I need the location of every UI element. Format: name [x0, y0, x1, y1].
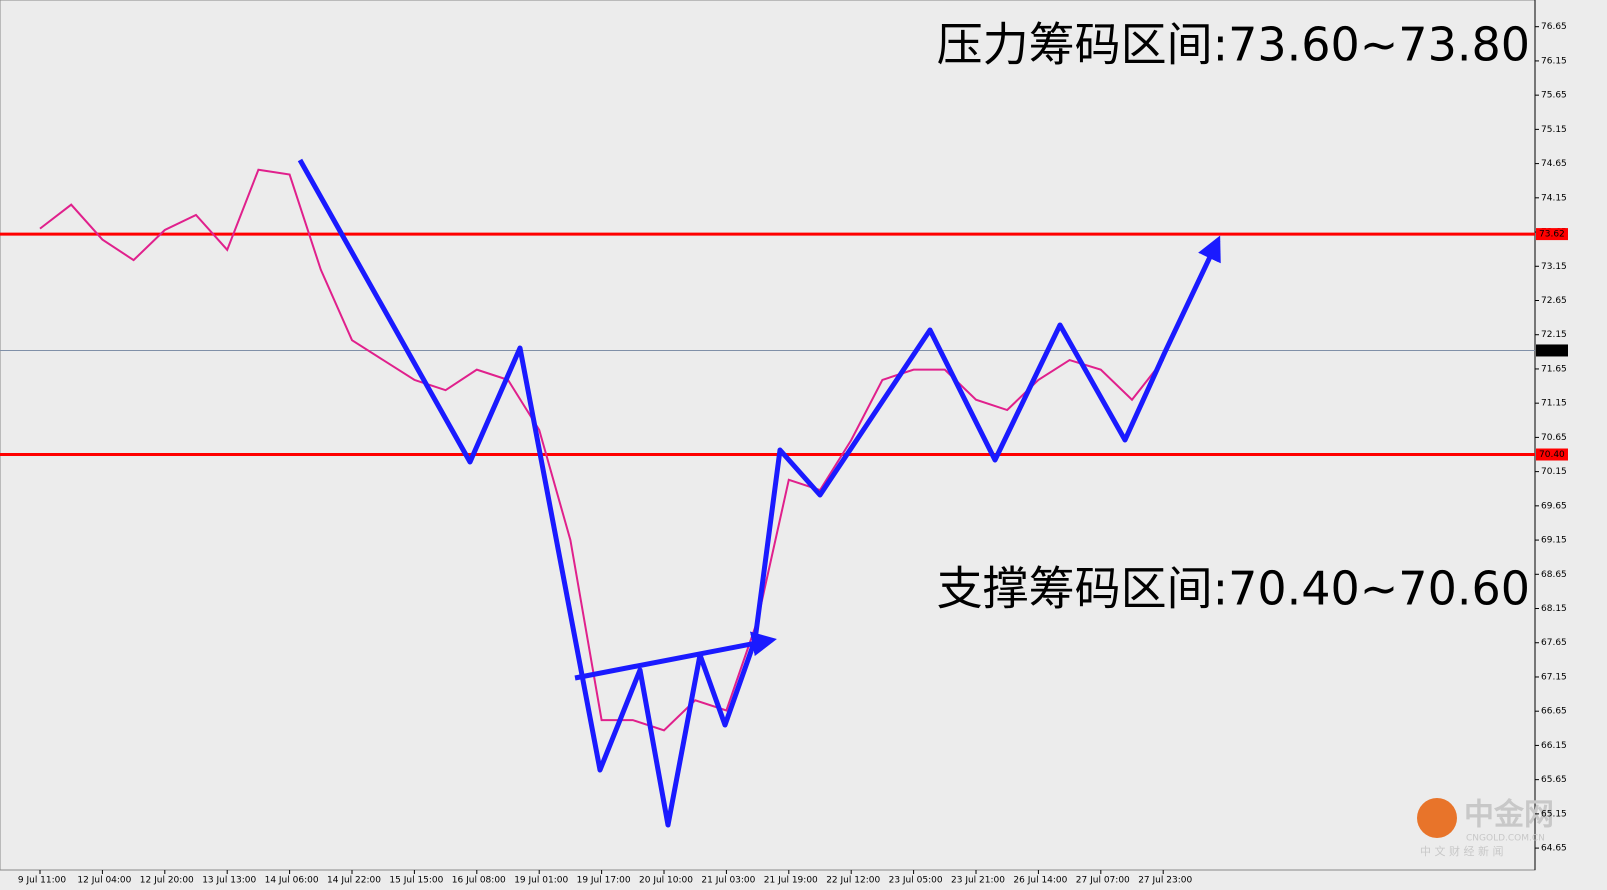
- y-tick-label: 67.15: [1541, 672, 1567, 682]
- y-tick-label: 64.65: [1541, 844, 1567, 854]
- price-marker-label: 73.62: [1539, 230, 1565, 240]
- price-marker-label: 71.92: [1539, 346, 1565, 356]
- price-marker-label: 70.40: [1539, 450, 1565, 460]
- y-tick-label: 70.65: [1541, 433, 1567, 443]
- x-tick-label: 19 Jul 01:00: [514, 876, 568, 886]
- x-tick-label: 27 Jul 07:00: [1076, 876, 1130, 886]
- watermark-text: 中 文 财 经 新 闻: [1420, 844, 1503, 858]
- y-tick-label: 69.65: [1541, 501, 1567, 511]
- plot-area: [0, 0, 1536, 871]
- watermark-logo: [1417, 798, 1457, 838]
- y-tick-label: 75.65: [1541, 91, 1567, 101]
- x-tick-label: 23 Jul 21:00: [951, 876, 1005, 886]
- watermark-text: 中金网: [1464, 798, 1554, 833]
- y-tick-label: 65.15: [1541, 809, 1567, 819]
- price-marker: [1536, 448, 1568, 461]
- trend-arrow: [574, 631, 777, 681]
- x-tick-label: 14 Jul 06:00: [265, 876, 319, 886]
- price-marker: [1536, 228, 1568, 241]
- x-tick-label: 26 Jul 14:00: [1013, 876, 1067, 886]
- x-tick-label: 14 Jul 22:00: [327, 876, 381, 886]
- y-tick-label: 73.15: [1541, 262, 1567, 272]
- y-tick-label: 71.15: [1541, 399, 1567, 409]
- x-tick-label: 12 Jul 04:00: [77, 876, 131, 886]
- y-tick-label: 66.15: [1541, 741, 1567, 751]
- y-tick-label: 68.15: [1541, 604, 1567, 614]
- x-tick-label: 22 Jul 12:00: [826, 876, 880, 886]
- y-tick-label: 66.65: [1541, 707, 1567, 717]
- x-tick-label: 23 Jul 05:00: [889, 876, 943, 886]
- x-tick-label: 15 Jul 15:00: [389, 876, 443, 886]
- y-tick-label: 71.65: [1541, 364, 1567, 374]
- y-tick-label: 72.15: [1541, 330, 1567, 340]
- x-tick-label: 27 Jul 23:00: [1138, 876, 1192, 886]
- x-tick-label: 9 Jul 11:00: [18, 876, 67, 886]
- y-tick-label: 69.15: [1541, 536, 1567, 546]
- x-tick-label: 16 Jul 08:00: [452, 876, 506, 886]
- x-tick-label: 20 Jul 10:00: [639, 876, 693, 886]
- price-marker: [1536, 344, 1568, 357]
- x-tick-label: 19 Jul 17:00: [577, 876, 631, 886]
- y-tick-label: 68.65: [1541, 570, 1567, 580]
- price-line: [39, 168, 1164, 732]
- watermark-text: CNGOLD.COM.CN: [1466, 834, 1545, 844]
- x-tick-label: 12 Jul 20:00: [140, 876, 194, 886]
- x-tick-label: 21 Jul 19:00: [764, 876, 818, 886]
- y-tick-label: 65.65: [1541, 775, 1567, 785]
- y-tick-label: 76.15: [1541, 56, 1567, 66]
- y-tick-label: 72.65: [1541, 296, 1567, 306]
- y-tick-label: 70.15: [1541, 467, 1567, 477]
- y-tick-label: 74.15: [1541, 193, 1567, 203]
- y-tick-label: 75.15: [1541, 125, 1567, 135]
- y-tick-label: 76.65: [1541, 22, 1567, 32]
- y-tick-label: 74.65: [1541, 159, 1567, 169]
- x-tick-label: 21 Jul 03:00: [701, 876, 755, 886]
- trend-arrows: [297, 158, 1221, 828]
- annotation: 支撑筹码区间:70.40~70.60: [937, 562, 1530, 616]
- x-tick-label: 13 Jul 13:00: [202, 876, 256, 886]
- watermark: 中金网 CNGOLD.COM.CN 中 文 财 经 新 闻: [1417, 798, 1554, 858]
- annotation: 压力筹码区间:73.60~73.80: [937, 18, 1530, 72]
- y-tick-label: 67.65: [1541, 638, 1567, 648]
